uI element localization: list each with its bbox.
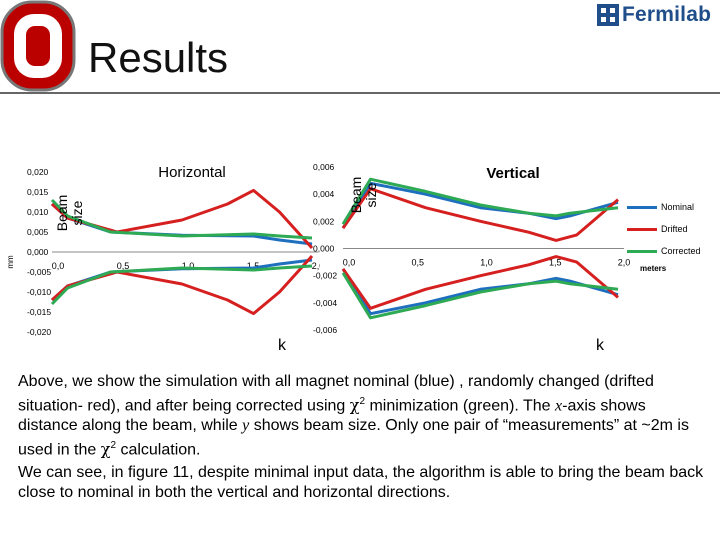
y-tick-label: -0,020	[27, 327, 51, 337]
chart-legend: Nominal Drifted Corrected	[627, 196, 701, 262]
title-divider	[0, 92, 720, 94]
legend-item-corrected: Corrected	[627, 240, 701, 262]
x-variable: x	[555, 397, 563, 415]
y-variable: y	[242, 417, 250, 435]
legend-swatch-nominal	[627, 205, 657, 209]
fermilab-logo: Fermilab	[597, 3, 711, 27]
paragraph-description: Above, we show the simulation with all m…	[18, 372, 706, 461]
text-run: calculation.	[116, 441, 201, 459]
text-run: Above, we show the simulation with all m…	[18, 373, 654, 415]
y-tick-label: 0,015	[27, 187, 49, 197]
text-run: shows beam size. Only one pair of “measu…	[18, 417, 689, 459]
superscript: 2	[359, 396, 366, 407]
y-tick-label: 0,006	[313, 162, 335, 172]
series-line-corrected-upper	[50, 198, 313, 240]
x-tick-label: 0,5	[411, 258, 424, 268]
chi-symbol: χ	[100, 439, 111, 459]
x-tick-label: 1,5	[549, 258, 562, 268]
x-axis-label: k	[278, 337, 287, 354]
y-tick-label: 0,000	[27, 247, 49, 257]
series-line-corrected-lower	[341, 272, 619, 320]
x-tick-label: 1,0	[480, 258, 493, 268]
y-unit-label: mm	[6, 255, 15, 269]
x-tick-label: 0,5	[117, 261, 130, 271]
text-run: minimization (green). The	[365, 397, 556, 415]
y-tick-label: 0,000	[313, 244, 335, 254]
y-tick-label: 0,010	[27, 207, 49, 217]
y-axis-label: Beamsize	[54, 195, 85, 232]
legend-item-nominal: Nominal	[627, 196, 701, 218]
series-line-corrected-lower	[50, 264, 313, 306]
x-axis-label: k	[596, 337, 605, 354]
legend-label: Corrected	[661, 246, 701, 256]
y-tick-label: 0,020	[27, 167, 49, 177]
y-axis-label-part: size	[363, 182, 379, 207]
x-tick-label: 0,0	[343, 258, 356, 268]
y-tick-label: -0,005	[27, 267, 51, 277]
y-tick-label: 0,004	[313, 189, 335, 199]
y-tick-label: -0,006	[313, 325, 337, 335]
fermilab-brand-text: Fermilab	[622, 3, 712, 26]
legend-swatch-drifted	[627, 227, 657, 231]
y-axis-label: Beamsize	[348, 177, 379, 214]
x-tick-label: 2,0	[312, 261, 320, 271]
legend-label: Drifted	[661, 224, 688, 234]
y-tick-label: 0,002	[313, 216, 335, 226]
y-tick-label: -0,004	[313, 298, 337, 308]
series-line-drifted-lower	[341, 255, 619, 310]
legend-item-drifted: Drifted	[627, 218, 701, 240]
legend-swatch-corrected	[627, 249, 657, 253]
x-tick-label: 0,0	[52, 261, 65, 271]
y-axis-label-part: Beam	[54, 195, 70, 232]
y-tick-label: -0,015	[27, 307, 51, 317]
block-o-logo-icon	[0, 0, 76, 92]
chart-title: Vertical	[486, 165, 539, 182]
y-tick-label: 0,005	[27, 227, 49, 237]
legend-label: Nominal	[661, 202, 695, 212]
series-line-corrected-upper	[341, 177, 619, 225]
y-tick-label: -0,010	[27, 287, 51, 297]
text-run: -axis shows distance along the beam, whi…	[18, 397, 646, 435]
chi-symbol: χ	[349, 395, 360, 415]
x-tick-label: 2,0	[618, 258, 630, 268]
horizontal-chart: 0,020 0,015 0,010 0,005 0,000 -0,005 -0,010 -0,…	[6, 164, 320, 354]
y-axis-label-part: size	[69, 200, 85, 225]
paragraph-conclusion: We can see, in figure 11, despite minima…	[18, 464, 704, 501]
series-line-drifted-upper	[341, 187, 619, 242]
y-tick-label: -0,002	[313, 271, 337, 281]
units-label: meters	[640, 264, 667, 273]
chart-title: Horizontal	[158, 164, 226, 181]
page-title: Results	[88, 34, 229, 81]
x-tick-label: 1,5	[247, 261, 260, 271]
vertical-chart: 0,006 0,004 0,002 0,000 -0,002 -0,004 -0,006 0,…	[313, 162, 630, 354]
superscript: 2	[110, 440, 116, 452]
y-axis-label-part: Beam	[348, 177, 364, 214]
fermilab-logo-icon	[597, 4, 619, 26]
x-tick-label: 1,0	[182, 261, 195, 271]
